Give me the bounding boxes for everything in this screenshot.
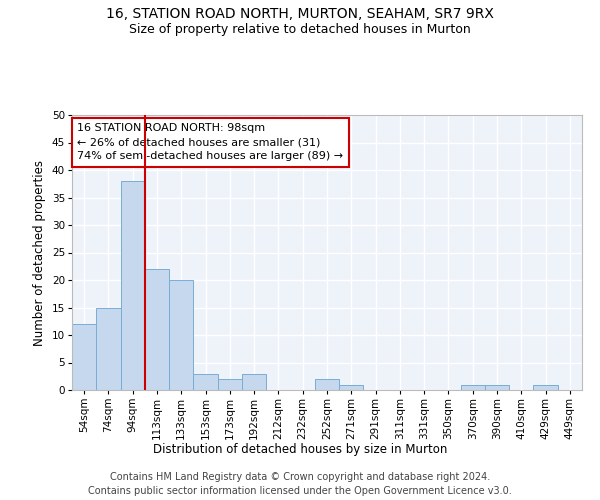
Bar [193,374,218,390]
Text: Distribution of detached houses by size in Murton: Distribution of detached houses by size … [153,442,447,456]
Bar [218,379,242,390]
Text: 16, STATION ROAD NORTH, MURTON, SEAHAM, SR7 9RX: 16, STATION ROAD NORTH, MURTON, SEAHAM, … [106,8,494,22]
Bar [169,280,193,390]
Y-axis label: Number of detached properties: Number of detached properties [33,160,46,346]
Text: 16 STATION ROAD NORTH: 98sqm
← 26% of detached houses are smaller (31)
74% of se: 16 STATION ROAD NORTH: 98sqm ← 26% of de… [77,123,343,161]
Text: Contains HM Land Registry data © Crown copyright and database right 2024.: Contains HM Land Registry data © Crown c… [110,472,490,482]
Bar [242,374,266,390]
Text: Contains public sector information licensed under the Open Government Licence v3: Contains public sector information licen… [88,486,512,496]
Bar [315,379,339,390]
Bar [485,384,509,390]
Bar [461,384,485,390]
Bar [339,384,364,390]
Bar [145,269,169,390]
Text: Size of property relative to detached houses in Murton: Size of property relative to detached ho… [129,22,471,36]
Bar [96,308,121,390]
Bar [72,324,96,390]
Bar [121,181,145,390]
Bar [533,384,558,390]
